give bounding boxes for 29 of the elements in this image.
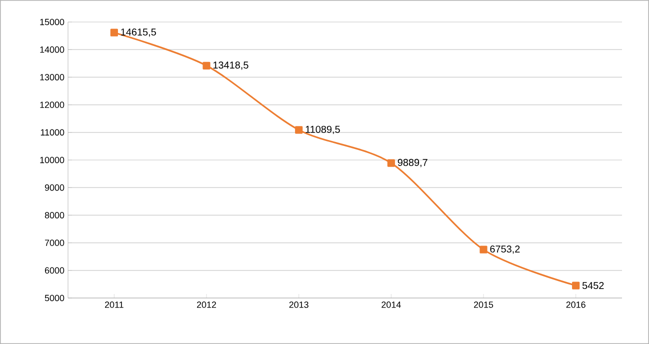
x-tick-label: 2015 <box>474 302 494 308</box>
y-tick-label: 15000 <box>40 18 64 26</box>
point <box>480 246 488 254</box>
point <box>202 62 210 70</box>
data-label: 14615,5 <box>121 28 156 37</box>
data-label: 11089,5 <box>306 126 340 134</box>
y-tick-label: 5000 <box>44 294 64 302</box>
data-label: 13418,5 <box>213 62 248 70</box>
y-tick-label: 13000 <box>40 74 64 80</box>
x-tick-label: 2012 <box>196 302 216 308</box>
point <box>572 282 580 290</box>
point <box>110 28 118 36</box>
y-tick-label: 7000 <box>44 240 64 246</box>
data-label: 5452 <box>582 282 604 290</box>
y-tick-label: 10000 <box>40 156 64 164</box>
data-label: 6753,2 <box>490 246 520 254</box>
point <box>387 159 395 167</box>
y-tick-label: 14000 <box>40 46 64 53</box>
y-tick-label: 9000 <box>44 184 64 191</box>
x-tick-label: 2011 <box>104 302 124 308</box>
data-label: 9889,7 <box>398 158 428 168</box>
y-tick-label: 12000 <box>40 102 64 108</box>
y-tick-label: 6000 <box>44 267 64 274</box>
x-tick-label: 2013 <box>289 302 308 308</box>
y-tick-label: 11000 <box>40 129 64 136</box>
x-tick-label: 2016 <box>566 302 586 308</box>
point <box>295 126 303 134</box>
x-tick-label: 2014 <box>382 302 401 308</box>
y-tick-label: 8000 <box>44 212 64 218</box>
